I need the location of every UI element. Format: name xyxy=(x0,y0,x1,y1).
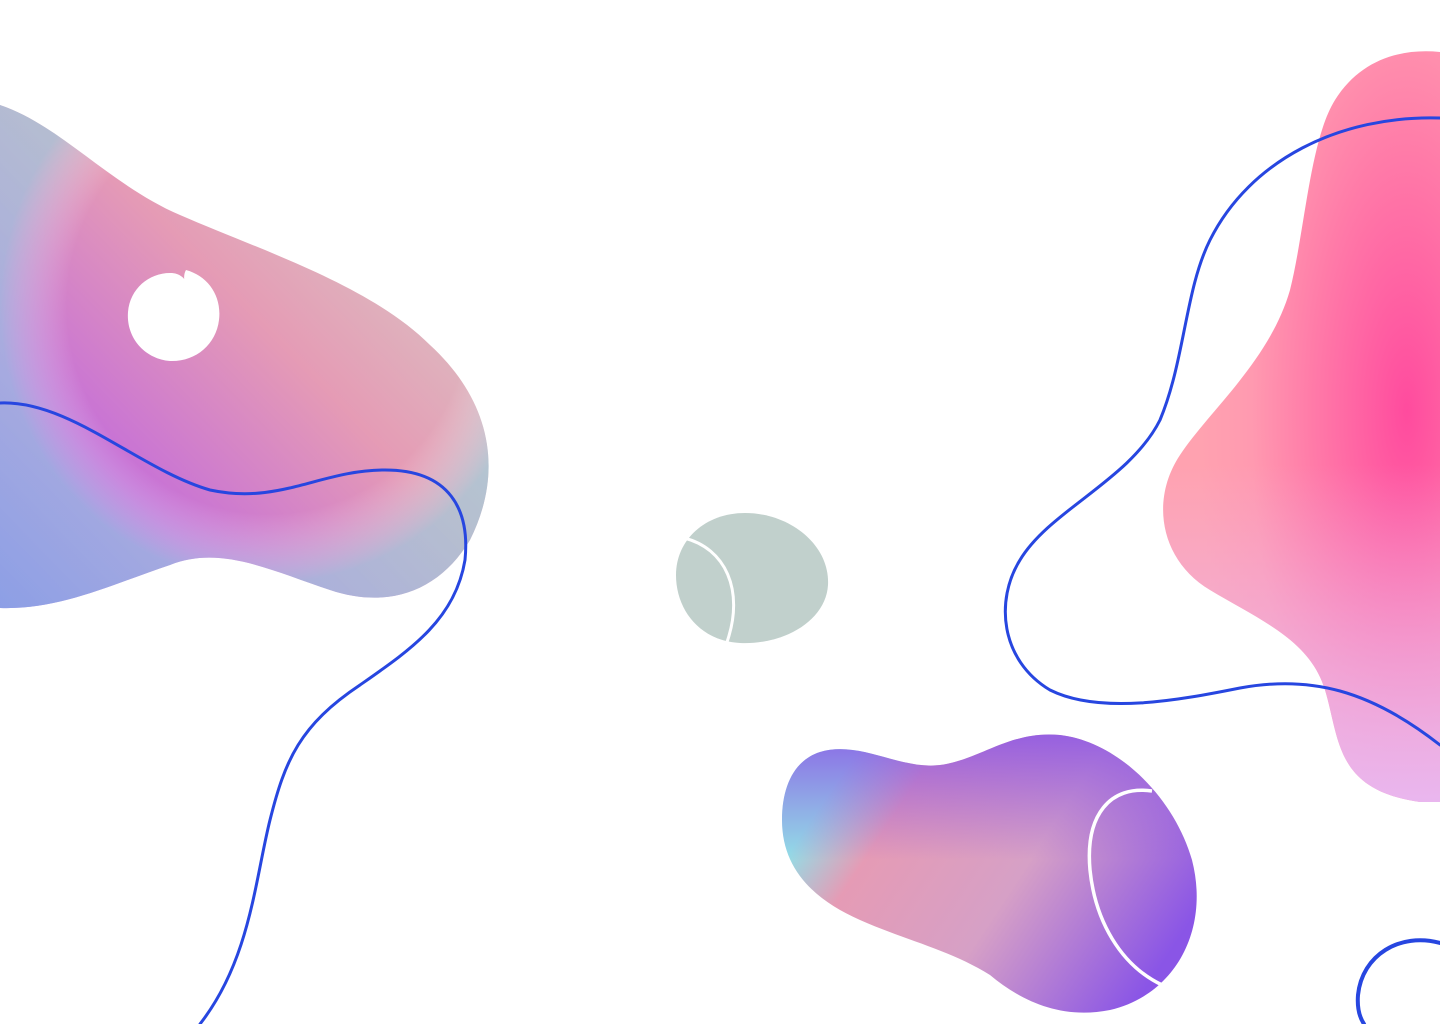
right-wavy-line xyxy=(1003,116,1440,747)
right-pink-blob xyxy=(1163,51,1440,803)
left-white-circle xyxy=(127,270,220,362)
bottom-gradient-blob xyxy=(782,734,1197,1013)
center-gray-blob xyxy=(676,513,829,644)
left-wavy-line xyxy=(0,401,468,1024)
left-gradient-blob xyxy=(0,105,489,609)
bottom-right-ring xyxy=(1355,938,1440,1024)
